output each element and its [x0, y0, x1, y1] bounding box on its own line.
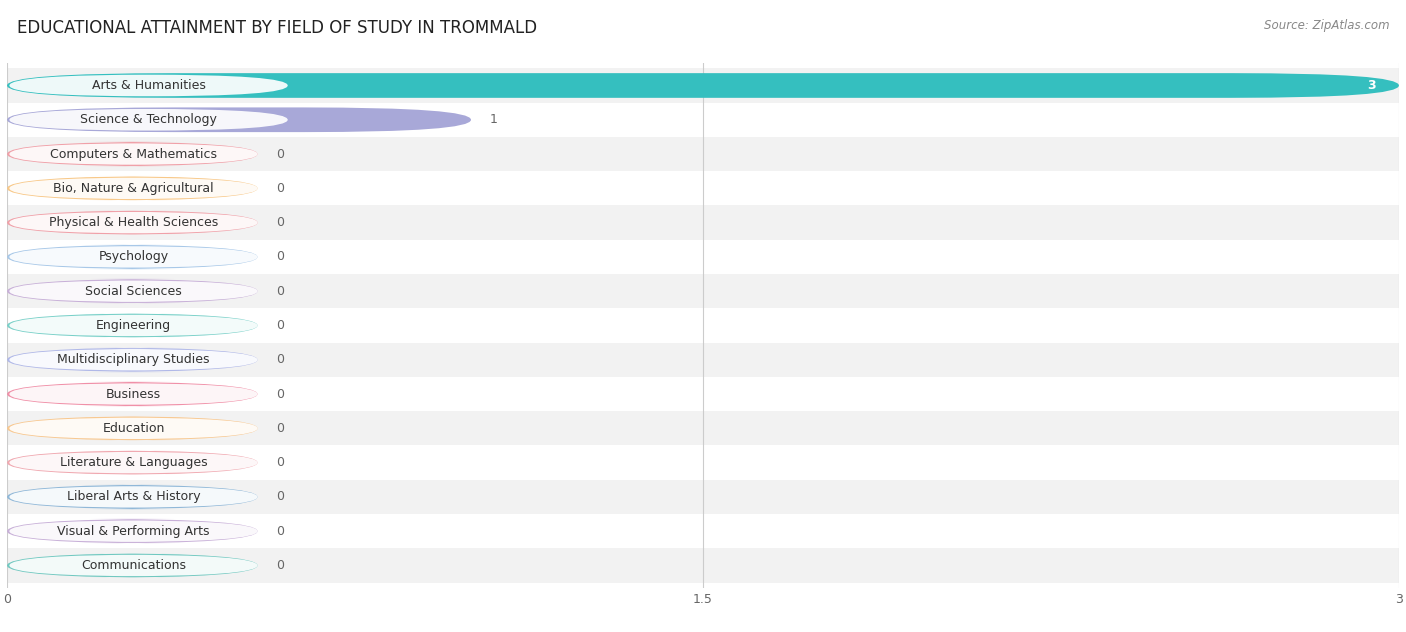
Text: Multidisciplinary Studies: Multidisciplinary Studies: [58, 353, 209, 367]
FancyBboxPatch shape: [7, 102, 1399, 137]
FancyBboxPatch shape: [10, 246, 257, 268]
FancyBboxPatch shape: [10, 143, 257, 165]
FancyBboxPatch shape: [7, 142, 257, 166]
Text: 3: 3: [1367, 79, 1376, 92]
FancyBboxPatch shape: [7, 210, 257, 235]
FancyBboxPatch shape: [7, 411, 1399, 446]
FancyBboxPatch shape: [7, 176, 257, 201]
FancyBboxPatch shape: [7, 348, 257, 372]
FancyBboxPatch shape: [7, 480, 1399, 514]
FancyBboxPatch shape: [7, 137, 1399, 171]
Text: 0: 0: [276, 250, 284, 264]
FancyBboxPatch shape: [7, 274, 1399, 308]
FancyBboxPatch shape: [10, 75, 288, 96]
FancyBboxPatch shape: [7, 514, 1399, 549]
FancyBboxPatch shape: [10, 555, 257, 576]
FancyBboxPatch shape: [7, 171, 1399, 205]
Text: 0: 0: [276, 422, 284, 435]
Text: Communications: Communications: [82, 559, 186, 572]
Text: Engineering: Engineering: [96, 319, 172, 332]
Text: 0: 0: [276, 353, 284, 367]
Text: 0: 0: [276, 490, 284, 504]
Text: 0: 0: [276, 216, 284, 229]
Text: EDUCATIONAL ATTAINMENT BY FIELD OF STUDY IN TROMMALD: EDUCATIONAL ATTAINMENT BY FIELD OF STUDY…: [17, 19, 537, 37]
FancyBboxPatch shape: [10, 109, 288, 131]
Text: 1: 1: [489, 113, 498, 126]
FancyBboxPatch shape: [7, 240, 1399, 274]
Text: 0: 0: [276, 387, 284, 401]
FancyBboxPatch shape: [10, 452, 257, 473]
Text: Arts & Humanities: Arts & Humanities: [91, 79, 205, 92]
FancyBboxPatch shape: [7, 68, 1399, 102]
FancyBboxPatch shape: [7, 313, 257, 338]
FancyBboxPatch shape: [10, 315, 257, 336]
Text: 0: 0: [276, 559, 284, 572]
Text: Business: Business: [105, 387, 162, 401]
Text: Physical & Health Sciences: Physical & Health Sciences: [49, 216, 218, 229]
Text: Literature & Languages: Literature & Languages: [59, 456, 207, 469]
FancyBboxPatch shape: [7, 485, 257, 509]
FancyBboxPatch shape: [10, 520, 257, 542]
FancyBboxPatch shape: [10, 212, 257, 233]
Text: Visual & Performing Arts: Visual & Performing Arts: [58, 525, 209, 538]
Text: 0: 0: [276, 525, 284, 538]
FancyBboxPatch shape: [7, 245, 257, 269]
Text: 0: 0: [276, 456, 284, 469]
Text: Psychology: Psychology: [98, 250, 169, 264]
FancyBboxPatch shape: [7, 107, 471, 132]
Text: Bio, Nature & Agricultural: Bio, Nature & Agricultural: [53, 182, 214, 195]
Text: Science & Technology: Science & Technology: [80, 113, 217, 126]
FancyBboxPatch shape: [7, 308, 1399, 343]
FancyBboxPatch shape: [7, 549, 1399, 583]
FancyBboxPatch shape: [7, 450, 257, 475]
FancyBboxPatch shape: [7, 416, 257, 441]
FancyBboxPatch shape: [10, 281, 257, 302]
FancyBboxPatch shape: [7, 519, 257, 544]
FancyBboxPatch shape: [10, 383, 257, 405]
FancyBboxPatch shape: [7, 553, 257, 578]
Text: 0: 0: [276, 147, 284, 161]
FancyBboxPatch shape: [10, 178, 257, 199]
Text: Source: ZipAtlas.com: Source: ZipAtlas.com: [1264, 19, 1389, 32]
Text: 0: 0: [276, 284, 284, 298]
FancyBboxPatch shape: [7, 73, 1399, 98]
Text: 0: 0: [276, 182, 284, 195]
FancyBboxPatch shape: [7, 382, 257, 406]
FancyBboxPatch shape: [7, 377, 1399, 411]
FancyBboxPatch shape: [7, 446, 1399, 480]
FancyBboxPatch shape: [7, 343, 1399, 377]
FancyBboxPatch shape: [7, 205, 1399, 240]
FancyBboxPatch shape: [7, 279, 257, 303]
Text: Liberal Arts & History: Liberal Arts & History: [66, 490, 200, 504]
FancyBboxPatch shape: [10, 418, 257, 439]
Text: 0: 0: [276, 319, 284, 332]
Text: Computers & Mathematics: Computers & Mathematics: [51, 147, 217, 161]
Text: Education: Education: [103, 422, 165, 435]
FancyBboxPatch shape: [10, 486, 257, 507]
FancyBboxPatch shape: [10, 349, 257, 370]
Text: Social Sciences: Social Sciences: [86, 284, 181, 298]
